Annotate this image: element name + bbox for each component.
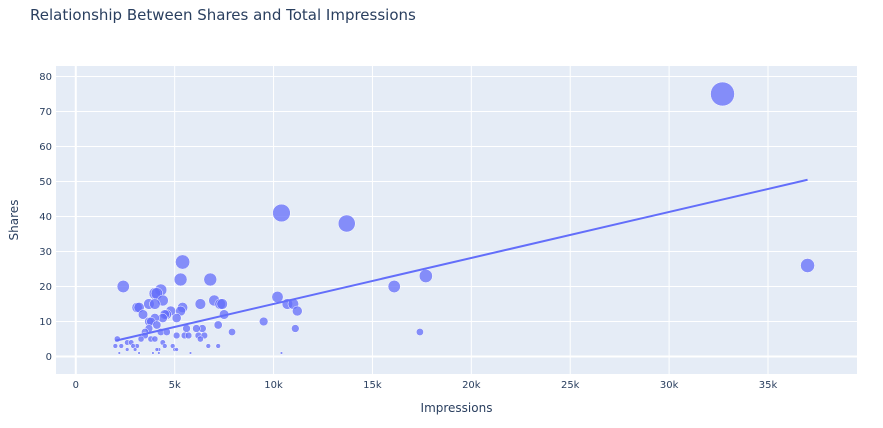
- data-point: [418, 269, 433, 283]
- data-point: [387, 280, 401, 293]
- data-point: [272, 203, 291, 223]
- x-tick-label: 20k: [462, 380, 481, 391]
- data-point: [415, 328, 424, 336]
- x-tick-label: 15k: [363, 380, 382, 391]
- data-point: [157, 351, 161, 355]
- y-axis-ticks: 0 10 20 30 40 50 60 70 80: [39, 72, 52, 363]
- data-point: [228, 328, 236, 336]
- x-tick-label: 5k: [169, 380, 181, 391]
- data-point: [213, 320, 223, 330]
- data-point: [173, 272, 188, 287]
- y-tick-label: 80: [39, 72, 52, 83]
- data-point: [137, 351, 141, 355]
- data-point: [130, 343, 136, 349]
- data-point: [271, 291, 284, 303]
- chart-title: Relationship Between Shares and Total Im…: [30, 6, 416, 24]
- trendline: [115, 178, 808, 342]
- data-point: [124, 347, 130, 352]
- data-point: [112, 343, 118, 349]
- data-point: [116, 280, 130, 293]
- data-point: [337, 214, 356, 233]
- data-point: [197, 335, 204, 343]
- x-tick-label: 0: [73, 380, 79, 391]
- y-tick-label: 50: [39, 177, 52, 188]
- y-tick-label: 70: [39, 107, 52, 118]
- data-point: [216, 298, 228, 310]
- data-point: [154, 347, 160, 352]
- data-point: [137, 309, 149, 320]
- data-point: [203, 272, 218, 287]
- data-point: [173, 331, 181, 340]
- y-tick-label: 0: [46, 352, 52, 363]
- plot-area: [56, 66, 857, 374]
- x-tick-label: 35k: [759, 380, 778, 391]
- data-point: [137, 335, 145, 343]
- data-point: [192, 324, 201, 333]
- y-tick-label: 20: [39, 282, 52, 293]
- data-point: [117, 351, 121, 355]
- data-point: [175, 254, 191, 270]
- data-point: [279, 351, 284, 355]
- x-axis-title: Impressions: [421, 401, 493, 415]
- gridlines: [56, 66, 857, 374]
- data-point: [118, 343, 124, 349]
- data-point: [162, 343, 168, 349]
- data-point: [194, 298, 206, 310]
- data-point: [170, 343, 176, 349]
- x-tick-label: 25k: [561, 380, 580, 391]
- data-point: [151, 335, 159, 343]
- y-tick-label: 30: [39, 247, 52, 258]
- data-point: [205, 343, 211, 349]
- data-point: [152, 320, 162, 330]
- data-point: [174, 347, 179, 352]
- data-point: [710, 81, 735, 107]
- data-point: [184, 331, 193, 340]
- data-point: [800, 258, 815, 273]
- x-axis-ticks: 0 5k 10k 15k 20k 25k 30k 35k: [73, 380, 778, 391]
- x-tick-label: 10k: [264, 380, 283, 391]
- data-point: [132, 347, 138, 352]
- y-tick-label: 10: [39, 317, 52, 328]
- data-point: [291, 324, 300, 333]
- data-point: [149, 298, 161, 310]
- data-point: [259, 316, 269, 327]
- x-tick-label: 30k: [660, 380, 679, 391]
- data-point: [151, 351, 155, 355]
- y-tick-label: 60: [39, 142, 52, 153]
- data-point: [188, 351, 193, 355]
- data-point: [171, 313, 182, 323]
- y-tick-label: 40: [39, 212, 52, 223]
- data-points: [112, 81, 815, 355]
- data-point: [215, 343, 221, 349]
- data-point: [292, 305, 303, 317]
- y-axis-title: Shares: [7, 200, 21, 241]
